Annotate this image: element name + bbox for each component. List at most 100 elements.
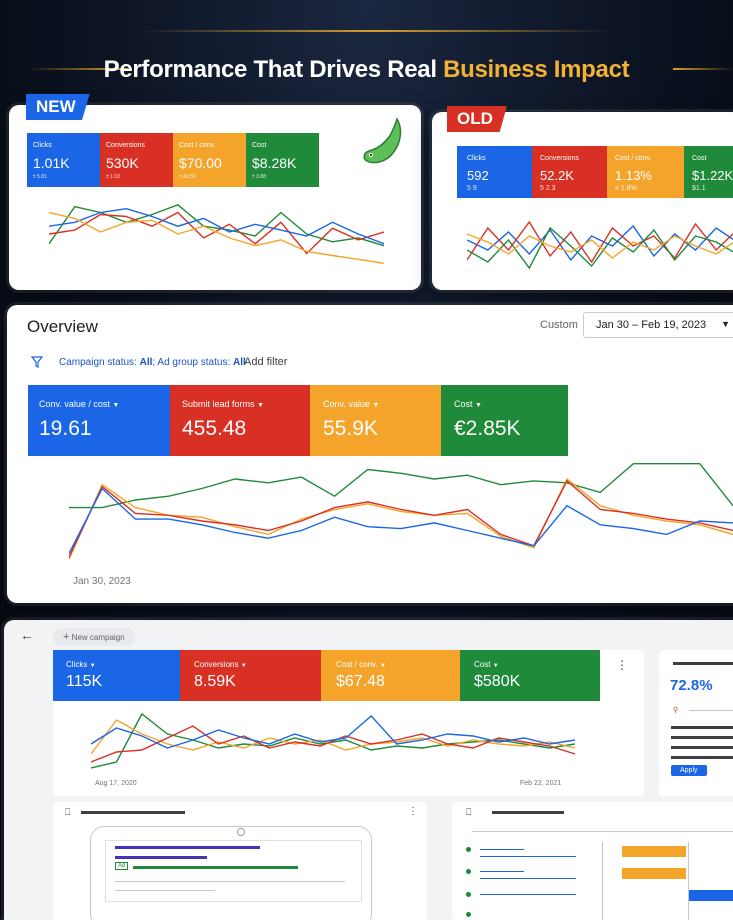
metric-label: Conv. value ▼ <box>323 399 379 409</box>
status-dot-icon <box>466 869 471 874</box>
dropdown-arrow-icon: ▼ <box>379 663 386 669</box>
metric-label: Clicks <box>33 142 52 149</box>
schedule-title-bar <box>492 811 564 814</box>
metric-label: Clicks <box>467 155 486 162</box>
metric-sub: ± 1.8% <box>615 185 637 192</box>
metric-value: 530K <box>106 155 139 171</box>
old-trend-line <box>467 233 733 259</box>
new-metric-conversions[interactable]: Conversions 530K ± 1.03 <box>100 133 173 187</box>
ov-metric-lead-forms[interactable]: Submit lead forms ▼ 455.48 <box>170 385 310 456</box>
overview-trend-line <box>69 463 733 509</box>
campaign-dashboard: ← + New campaign Clicks ▼ 115K Conversio… <box>4 620 733 920</box>
ov-metric-cost[interactable]: Cost ▼ €2.85K <box>441 385 568 456</box>
hero-title: Performance That Drives Real Business Im… <box>0 56 733 84</box>
filter-value-adgroup: All <box>233 357 246 368</box>
hero-title-prefix: Performance That Drives Real <box>103 56 437 83</box>
dropdown-arrow-icon: ▼ <box>372 402 380 409</box>
old-trend-chart <box>467 210 733 280</box>
metric-value: 8.59K <box>194 673 236 690</box>
metric-label-text: Clicks <box>66 660 88 669</box>
new-badge: NEW <box>26 94 90 120</box>
metric-label: Cost ▼ <box>454 399 482 409</box>
back-arrow-icon[interactable]: ← <box>20 627 34 643</box>
filter-status[interactable]: Campaign status: All; Ad group status: A… <box>59 357 246 368</box>
metric-label-text: Cost <box>454 399 473 409</box>
dropdown-arrow-icon: ▼ <box>492 663 499 669</box>
new-campaign-button[interactable]: + New campaign <box>53 628 135 646</box>
plus-icon: + <box>63 631 70 643</box>
metric-value: 19.61 <box>39 417 92 440</box>
ad-description-line <box>115 881 345 882</box>
old-trend-svg <box>467 220 733 270</box>
schedule-grid-line <box>688 842 689 920</box>
metric-label: Cost <box>252 142 267 149</box>
metric-label-text: Submit lead forms <box>182 399 255 409</box>
metric-sub: ± 40.50 <box>179 174 196 180</box>
camp-metric-cost-conv[interactable]: Cost / conv. ▼ $67.48 <box>321 650 460 701</box>
more-options-icon[interactable]: ⋮ <box>616 658 628 672</box>
more-options-icon[interactable]: ⋮ <box>408 806 418 817</box>
new-metrics: Clicks 1.01K ± 5.81 Conversions 530K ± 1… <box>27 133 319 187</box>
hero-header: Performance That Drives Real Business Im… <box>0 48 733 92</box>
metric-value: 52.2K <box>540 168 574 183</box>
ad-card-icon: ⎕ <box>65 807 71 817</box>
filter-icon[interactable] <box>30 355 45 369</box>
metric-label-text: Conv. value / cost <box>39 399 110 409</box>
old-metric-cost-conv[interactable]: Cost / conv. 1.13% ± 1.8% <box>607 146 684 198</box>
camp-metric-cost[interactable]: Cost ▼ $580K <box>460 650 600 701</box>
metric-value: $1.22K <box>692 168 733 183</box>
schedule-row-label <box>480 894 576 895</box>
metric-value: 55.9K <box>323 417 378 440</box>
x-axis-end: Feb 22, 2021 <box>520 780 562 787</box>
date-range-picker[interactable]: Jan 30 – Feb 19, 2023 ▼ <box>583 312 733 338</box>
hero-title-accent: Business Impact <box>443 56 630 83</box>
campaign-trend-chart <box>91 708 575 774</box>
filter-mid: ; Ad group status: <box>152 357 231 368</box>
new-trend-svg <box>49 204 384 264</box>
phone-frame <box>90 826 372 920</box>
status-dot-icon <box>466 892 471 897</box>
ov-metric-conv-value-cost[interactable]: Conv. value / cost ▼ 19.61 <box>28 385 170 456</box>
campaign-trend-svg <box>91 712 575 769</box>
side-text-bar <box>671 746 733 749</box>
custom-label: Custom <box>540 319 578 331</box>
apply-button[interactable]: Apply <box>671 765 707 776</box>
dropdown-arrow-icon: ▼ <box>112 402 120 409</box>
hero-top-rule <box>140 30 610 32</box>
new-metric-clicks[interactable]: Clicks 1.01K ± 5.81 <box>27 133 100 187</box>
new-metric-cost-conv[interactable]: Cost / conv. $70.00 ± 40.50 <box>173 133 246 187</box>
dropdown-arrow-icon: ▼ <box>475 402 482 409</box>
overview-title: Overview <box>27 317 98 336</box>
dropdown-arrow-icon: ▼ <box>89 663 96 669</box>
overview-trend-line <box>69 487 733 554</box>
old-metric-conversions[interactable]: Conversions 52.2K 5 2.3 <box>532 146 607 198</box>
new-badge-label: NEW <box>36 97 76 116</box>
add-filter-button[interactable]: Add filter <box>244 356 288 368</box>
new-trend-line <box>49 211 384 255</box>
camp-metric-conversions[interactable]: Conversions ▼ 8.59K <box>180 650 321 701</box>
camp-metric-clicks[interactable]: Clicks ▼ 115K <box>53 650 180 701</box>
side-panel: 72.8% ⚲ Apply <box>659 650 733 796</box>
metric-label: Conversions <box>106 142 145 149</box>
side-line <box>689 710 733 711</box>
ov-metric-conv-value[interactable]: Conv. value ▼ 55.9K <box>310 385 441 456</box>
dropdown-arrow-icon: ▼ <box>240 663 247 669</box>
old-metric-clicks[interactable]: Clicks 592 5 9 <box>457 146 532 198</box>
new-metric-cost[interactable]: Cost $8.28K ± 3.88 <box>246 133 319 187</box>
schedule-block <box>688 890 733 901</box>
metric-label: Conv. value / cost ▼ <box>39 399 119 409</box>
new-trend-line <box>49 207 384 245</box>
metric-label: Cost ▼ <box>474 660 499 669</box>
side-text-bar <box>671 736 733 739</box>
old-trend-line <box>467 226 733 270</box>
side-text-bar <box>671 756 733 759</box>
metric-label-text: Conversions <box>194 660 239 669</box>
schedule-block <box>622 868 686 879</box>
metric-sub: $1.1 <box>692 185 706 192</box>
schedule-grid-line <box>602 842 603 920</box>
old-metric-cost[interactable]: Cost $1.22K $1.1 <box>684 146 733 198</box>
schedule-card: ⎕ <box>452 802 733 920</box>
new-campaign-label: New campaign <box>71 633 125 642</box>
ad-tag: Ad <box>115 862 129 870</box>
campaign-trend-line <box>91 725 575 763</box>
